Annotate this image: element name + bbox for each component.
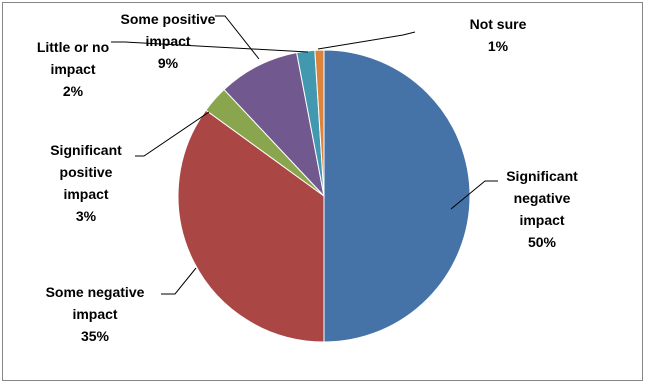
data-label-some-negative-impact: Some negative impact 35% xyxy=(45,284,145,344)
leader-line-little-or-no-impact xyxy=(111,41,309,53)
leader-line-not-sure xyxy=(317,31,416,50)
data-label-significant-positive-impact: Significant positive impact 3% xyxy=(50,142,122,224)
leader-line-some-negative xyxy=(161,267,197,295)
pie-slice-some-negative-impact xyxy=(177,109,325,343)
pie-slice-significant-negative-impact xyxy=(323,49,471,343)
data-label-some-positive-impact: Some positive impact 9% xyxy=(120,11,216,71)
data-label-significant-negative-impact: Significant negative impact 50% xyxy=(506,168,578,250)
data-label-little-or-no-impact: Little or no impact 2% xyxy=(36,39,110,99)
chart-area: Significant negative impact 50% Some neg… xyxy=(2,2,643,381)
pie-slice-some-positive-impact xyxy=(223,52,325,198)
leader-line-some-positive xyxy=(215,15,260,60)
pie-slices xyxy=(177,49,471,343)
data-label-not-sure: Not sure 1% xyxy=(469,16,527,54)
leader-lines xyxy=(111,15,498,295)
pie-slice-not-sure xyxy=(314,49,325,197)
leader-line-significant-negative xyxy=(450,180,498,210)
pie-chart xyxy=(111,15,498,343)
leader-line-significant-positive xyxy=(135,111,210,157)
